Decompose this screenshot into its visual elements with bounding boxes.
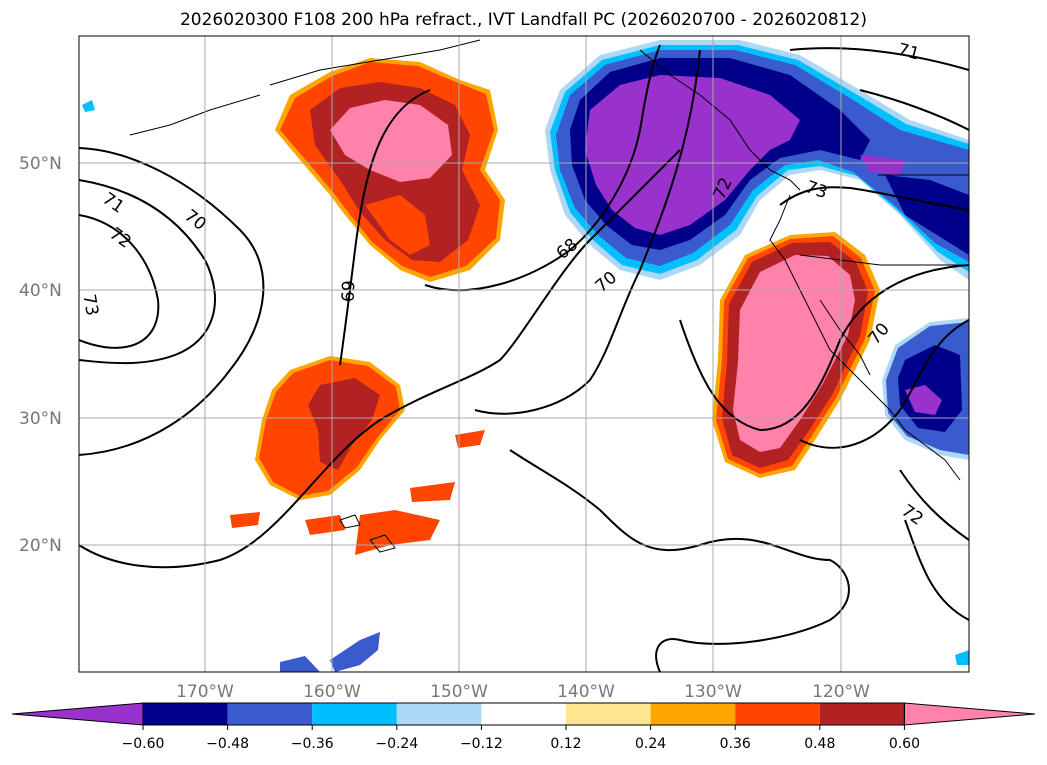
longitude-labels: 170°W 160°W 150°W 140°W 130°W 120°W xyxy=(176,682,870,702)
colorbar-tick: −0.24 xyxy=(375,736,418,752)
colorbar: −0.60 −0.48 −0.36 −0.24 −0.12 0.12 0.24 … xyxy=(11,702,1036,752)
contour-label: 69 xyxy=(339,280,360,302)
colorbar-segment xyxy=(650,703,736,725)
colorbar-segment xyxy=(227,703,313,725)
latitude-labels: 50°N 40°N 30°N 20°N xyxy=(19,154,62,556)
lon-label: 140°W xyxy=(557,682,615,702)
graticule xyxy=(79,36,969,672)
lat-label: 40°N xyxy=(19,281,62,301)
coastlines xyxy=(129,39,969,553)
negative-anomaly-small xyxy=(82,100,969,672)
lat-label: 50°N xyxy=(19,154,62,174)
lat-label: 30°N xyxy=(19,409,62,429)
colorbar-extend-high xyxy=(903,702,1036,726)
negative-anomaly-south xyxy=(882,318,969,460)
colorbar-segment xyxy=(735,703,820,725)
colorbar-segment xyxy=(312,703,397,725)
lon-label: 130°W xyxy=(684,682,742,702)
colorbar-tick: 0.24 xyxy=(635,736,666,752)
colorbar-segment xyxy=(819,703,905,725)
colorbar-tick: −0.12 xyxy=(460,736,503,752)
colorbar-tick: 0.36 xyxy=(720,736,751,752)
height-contours xyxy=(79,44,969,672)
colorbar-tick: 0.12 xyxy=(550,736,581,752)
map-frame xyxy=(78,35,970,673)
plot-title: 2026020300 F108 200 hPa refract., IVT La… xyxy=(179,10,867,30)
contour-label: 73 xyxy=(78,293,101,318)
lon-label: 120°W xyxy=(812,682,870,702)
lon-label: 170°W xyxy=(176,682,234,702)
lon-label: 160°W xyxy=(303,682,361,702)
colorbar-tick: 0.60 xyxy=(889,736,920,752)
colorbar-segment xyxy=(143,703,228,725)
colorbar-extend-low xyxy=(11,702,144,726)
colorbar-segment xyxy=(396,703,482,725)
lon-label: 150°W xyxy=(430,682,488,702)
colorbar-tick: −0.36 xyxy=(291,736,334,752)
colorbar-tick: −0.60 xyxy=(122,736,165,752)
positive-anomaly-subtropical xyxy=(230,356,485,555)
positive-anomaly-california xyxy=(712,232,880,478)
colorbar-segment xyxy=(566,703,651,725)
colorbar-tick: 0.48 xyxy=(804,736,835,752)
colorbar-tick: −0.48 xyxy=(206,736,249,752)
colorbar-segment xyxy=(481,703,566,725)
lat-label: 20°N xyxy=(19,536,62,556)
